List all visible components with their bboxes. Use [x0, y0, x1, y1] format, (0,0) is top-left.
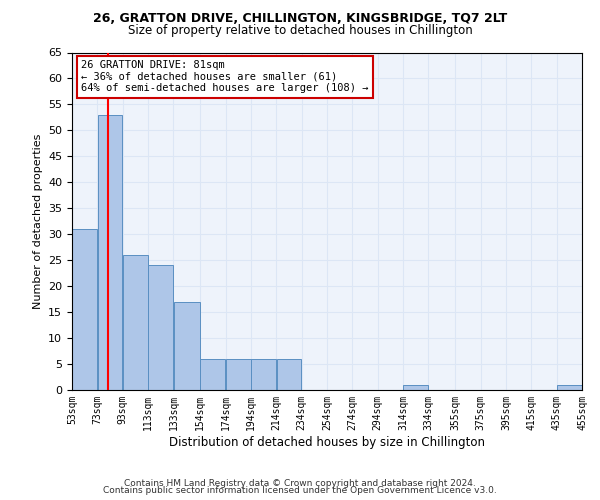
Y-axis label: Number of detached properties: Number of detached properties — [32, 134, 43, 309]
Bar — [72, 229, 97, 390]
Bar — [403, 385, 428, 390]
Text: 26 GRATTON DRIVE: 81sqm
← 36% of detached houses are smaller (61)
64% of semi-de: 26 GRATTON DRIVE: 81sqm ← 36% of detache… — [81, 60, 368, 94]
Text: Contains public sector information licensed under the Open Government Licence v3: Contains public sector information licen… — [103, 486, 497, 495]
Bar — [98, 115, 122, 390]
Text: Contains HM Land Registry data © Crown copyright and database right 2024.: Contains HM Land Registry data © Crown c… — [124, 478, 476, 488]
X-axis label: Distribution of detached houses by size in Chillington: Distribution of detached houses by size … — [169, 436, 485, 448]
Bar — [277, 359, 301, 390]
Bar — [226, 359, 251, 390]
Text: Size of property relative to detached houses in Chillington: Size of property relative to detached ho… — [128, 24, 472, 37]
Bar — [251, 359, 276, 390]
Bar — [557, 385, 582, 390]
Text: 26, GRATTON DRIVE, CHILLINGTON, KINGSBRIDGE, TQ7 2LT: 26, GRATTON DRIVE, CHILLINGTON, KINGSBRI… — [93, 12, 507, 26]
Bar — [174, 302, 200, 390]
Bar — [148, 266, 173, 390]
Bar — [123, 255, 148, 390]
Bar — [200, 359, 225, 390]
